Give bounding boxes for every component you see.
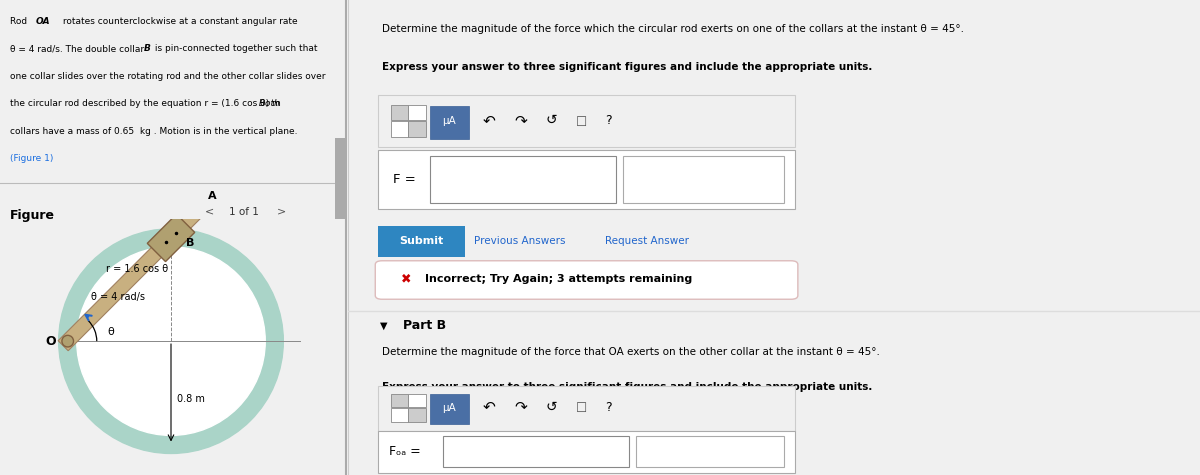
Text: Both: Both — [256, 99, 280, 108]
FancyBboxPatch shape — [378, 226, 464, 256]
FancyBboxPatch shape — [378, 386, 796, 431]
Circle shape — [62, 335, 73, 347]
FancyBboxPatch shape — [430, 156, 617, 203]
Text: ↷: ↷ — [514, 113, 527, 128]
Text: A: A — [208, 191, 217, 201]
FancyBboxPatch shape — [391, 408, 408, 422]
Text: Rod: Rod — [11, 17, 30, 26]
Text: OA: OA — [35, 17, 50, 26]
Polygon shape — [148, 214, 194, 262]
Text: Part B: Part B — [403, 319, 446, 332]
Polygon shape — [58, 201, 208, 351]
Text: 1 of 1: 1 of 1 — [229, 207, 259, 217]
Text: F =: F = — [394, 173, 416, 186]
Text: Previous Answers: Previous Answers — [474, 236, 565, 246]
Text: θ: θ — [108, 327, 114, 337]
Text: θ̇ = 4 rad/s: θ̇ = 4 rad/s — [91, 292, 145, 302]
Text: rotates counterclockwise at a constant angular rate: rotates counterclockwise at a constant a… — [60, 17, 298, 26]
FancyBboxPatch shape — [430, 106, 469, 139]
Text: Submit: Submit — [400, 236, 443, 246]
FancyBboxPatch shape — [430, 394, 469, 424]
Text: the circular rod described by the equation r = (1.6 cos θ) m: the circular rod described by the equati… — [11, 99, 281, 108]
Text: ↷: ↷ — [514, 399, 527, 415]
FancyBboxPatch shape — [408, 394, 426, 407]
Text: N: N — [642, 172, 653, 187]
Text: ↺: ↺ — [546, 113, 557, 127]
Text: − 11.766: − 11.766 — [452, 444, 523, 459]
Text: Fₒₐ =: Fₒₐ = — [389, 445, 421, 458]
Text: Determine the magnitude of the force that OA exerts on the other collar at the i: Determine the magnitude of the force tha… — [382, 347, 880, 357]
Circle shape — [59, 229, 283, 454]
FancyBboxPatch shape — [408, 121, 426, 137]
Text: Express your answer to three significant figures and include the appropriate uni: Express your answer to three significant… — [382, 62, 872, 72]
Text: Figure: Figure — [11, 209, 55, 222]
Text: ☐: ☐ — [576, 115, 588, 129]
Text: − 11.766: − 11.766 — [440, 172, 511, 187]
FancyBboxPatch shape — [391, 121, 408, 137]
Text: >: > — [277, 207, 287, 217]
Text: B: B — [186, 238, 194, 247]
Text: r = 1.6 cos θ: r = 1.6 cos θ — [107, 264, 168, 274]
Text: is pin-connected together such that: is pin-connected together such that — [152, 44, 318, 53]
Text: Incorrect; Try Again; 3 attempts remaining: Incorrect; Try Again; 3 attempts remaini… — [425, 274, 692, 285]
FancyBboxPatch shape — [391, 394, 408, 407]
Text: ▼: ▼ — [380, 320, 388, 331]
Text: μA: μA — [443, 403, 456, 413]
Text: μA: μA — [443, 116, 456, 126]
FancyBboxPatch shape — [408, 105, 426, 120]
Text: ↺: ↺ — [546, 400, 557, 414]
FancyBboxPatch shape — [378, 95, 796, 147]
Text: Determine the magnitude of the force which the circular rod exerts on one of the: Determine the magnitude of the force whi… — [382, 24, 964, 34]
FancyBboxPatch shape — [335, 138, 347, 218]
Text: Request Answer: Request Answer — [605, 236, 689, 246]
Text: ✖: ✖ — [401, 273, 412, 286]
FancyBboxPatch shape — [378, 431, 796, 473]
Text: 0.8 m: 0.8 m — [178, 394, 205, 404]
FancyBboxPatch shape — [376, 261, 798, 299]
Text: ↶: ↶ — [482, 399, 496, 415]
FancyBboxPatch shape — [443, 436, 629, 467]
FancyBboxPatch shape — [378, 150, 796, 209]
FancyBboxPatch shape — [623, 156, 785, 203]
Text: N: N — [656, 444, 667, 459]
Text: O: O — [46, 335, 56, 348]
Circle shape — [77, 247, 265, 436]
Text: θ̇ = 4 rad/s. The double collar: θ̇ = 4 rad/s. The double collar — [11, 44, 148, 53]
Text: ☐: ☐ — [576, 402, 588, 415]
Text: ?: ? — [605, 400, 612, 414]
Text: collars have a mass of 0.65  kg . Motion is in the vertical plane.: collars have a mass of 0.65 kg . Motion … — [11, 127, 298, 136]
FancyBboxPatch shape — [391, 105, 408, 120]
FancyBboxPatch shape — [636, 436, 785, 467]
FancyBboxPatch shape — [408, 408, 426, 422]
Text: ↶: ↶ — [482, 113, 496, 128]
Text: one collar slides over the rotating rod and the other collar slides over: one collar slides over the rotating rod … — [11, 72, 325, 81]
Text: (Figure 1): (Figure 1) — [11, 154, 54, 163]
Text: <: < — [205, 207, 215, 217]
Text: Express your answer to three significant figures and include the appropriate uni: Express your answer to three significant… — [382, 382, 872, 392]
Text: ?: ? — [605, 114, 612, 127]
Text: B: B — [144, 44, 150, 53]
